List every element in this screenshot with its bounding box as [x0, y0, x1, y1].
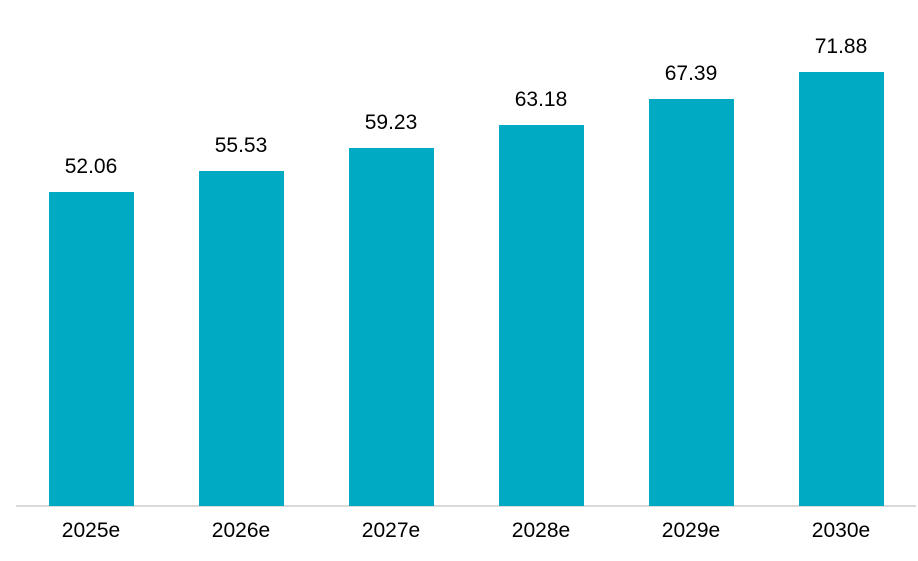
bar-slot: 67.39 [616, 0, 766, 506]
bar-value-label: 63.18 [514, 88, 568, 111]
bar-slot: 71.88 [766, 0, 916, 506]
bar [798, 72, 884, 506]
bar-value-label: 52.06 [64, 155, 118, 178]
bar [198, 171, 284, 506]
x-axis-labels: 2025e 2026e 2027e 2028e 2029e 2030e [16, 518, 916, 544]
bar [48, 192, 134, 506]
x-axis-line [16, 505, 916, 507]
bar-slot: 63.18 [466, 0, 616, 506]
x-tick-label: 2027e [361, 519, 421, 542]
bar-value-label: 71.88 [814, 35, 868, 58]
x-tick-label: 2030e [811, 519, 871, 542]
bar-value-label: 59.23 [364, 111, 418, 134]
x-tick-label: 2028e [511, 519, 571, 542]
x-tick-label: 2026e [211, 519, 271, 542]
bar-slot: 59.23 [316, 0, 466, 506]
bar [498, 125, 584, 506]
bar [648, 99, 734, 506]
bar-slot: 55.53 [166, 0, 316, 506]
x-tick-label: 2025e [61, 519, 121, 542]
bar-value-label: 55.53 [214, 134, 268, 157]
x-tick-label: 2029e [661, 519, 721, 542]
plot-area: 52.06 55.53 59.23 63.18 67.39 71.88 [16, 0, 916, 506]
bar-value-label: 67.39 [664, 62, 718, 85]
bar [348, 148, 434, 506]
bar-slot: 52.06 [16, 0, 166, 506]
